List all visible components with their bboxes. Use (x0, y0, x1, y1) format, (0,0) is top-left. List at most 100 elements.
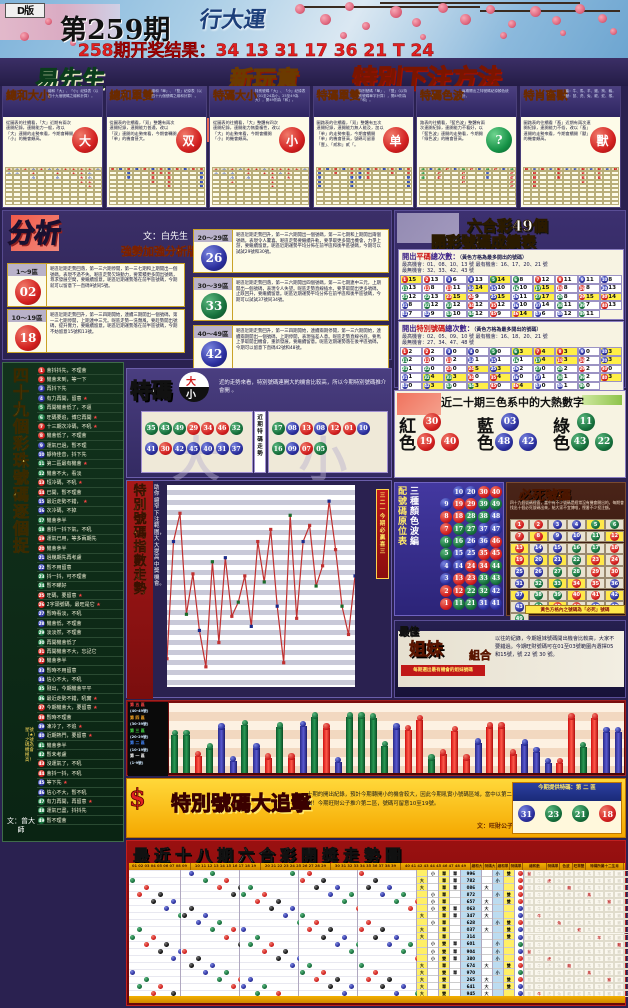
tema-ball[interactable]: 49 (172, 421, 186, 435)
number-stat-cell[interactable]: 16 1 (511, 355, 534, 365)
pei-ball[interactable]: 27 (465, 523, 478, 536)
bar[interactable] (591, 713, 599, 773)
number-stat-cell[interactable]: 11 2 (400, 355, 423, 365)
bead-row[interactable]: 32 機會參半 (37, 657, 123, 666)
bead-row[interactable]: 42 暫未考慮 (37, 750, 123, 760)
number-stat-cell[interactable]: 2 13 (422, 275, 445, 284)
kill-number-cell[interactable]: 19 (510, 554, 529, 566)
pei-ball[interactable]: 21 (465, 597, 478, 610)
number-stat-cell[interactable]: 19 2 (577, 355, 600, 365)
number-stat-cell[interactable]: 32 4 (422, 373, 445, 382)
tema-ball[interactable]: 10 (356, 421, 370, 435)
hot-number-ball[interactable]: 48 (495, 433, 513, 451)
betting-card[interactable]: 特碼單雙 特別號碼「單」、「雙」（以特別號碼單字計算），開49則為「和」。 圖路表的… (312, 86, 414, 208)
kill-number-cell[interactable]: 3 (548, 519, 567, 531)
bead-row[interactable]: 28 機會低，不理會 (37, 619, 123, 629)
chase-ball[interactable]: 21 (572, 805, 589, 822)
kill-number-cell[interactable]: 39 (548, 589, 567, 602)
bead-row[interactable]: 15 最近走勢不錯， ★ (37, 497, 123, 507)
bar[interactable] (498, 722, 505, 773)
pei-ball[interactable]: 35 (477, 547, 490, 560)
number-stat-cell[interactable]: 32 12 (422, 301, 445, 310)
kill-number-cell[interactable]: 7 (510, 530, 529, 543)
number-stat-cell[interactable]: 15 10 (488, 283, 511, 293)
number-stat-cell[interactable]: 4 13 (466, 275, 489, 284)
pei-ball[interactable]: 23 (465, 572, 478, 585)
number-stat-cell[interactable]: 42 3 (422, 381, 445, 391)
tema-ball[interactable]: 31 (215, 442, 229, 455)
number-stat-cell[interactable]: 49 0 (577, 381, 600, 391)
kill-number-cell[interactable]: 31 (510, 577, 529, 590)
bar[interactable] (568, 713, 575, 773)
number-stat-cell[interactable]: 48 1 (555, 381, 578, 391)
tema-ball[interactable]: 45 (187, 442, 201, 455)
bar[interactable] (183, 729, 190, 773)
number-stat-cell[interactable]: 8 11 (555, 275, 578, 284)
pei-ball[interactable]: 47 (490, 523, 502, 536)
number-stat-cell[interactable]: 38 1 (555, 373, 578, 382)
number-stat-cell[interactable]: 43 0 (444, 381, 467, 391)
bar[interactable] (229, 755, 237, 773)
number-stat-cell[interactable]: 35 4 (488, 373, 511, 382)
bar[interactable] (206, 743, 214, 773)
kill-number-cell[interactable]: 30 (605, 566, 624, 578)
betting-card[interactable]: 特碼色波 每期開出之特號碼紀錄顏色統計。 路表的往續看，「藍色波」整體有兩次連開紀錄… (416, 86, 517, 208)
kill-number-cell[interactable]: 40 (567, 589, 586, 602)
kill-number-cell[interactable]: 18 (605, 542, 624, 554)
number-stat-cell[interactable]: 17 4 (533, 355, 556, 365)
tema-ball[interactable]: 32 (229, 421, 243, 435)
number-stat-cell[interactable]: 39 2 (577, 373, 600, 382)
tema-ball[interactable]: 17 (271, 421, 285, 435)
pei-ball[interactable]: 10 (452, 486, 465, 498)
kill-number-cell[interactable]: 29 (586, 566, 605, 578)
number-stat-cell[interactable]: 30 0 (599, 364, 622, 374)
kill-number-cell[interactable]: 12 (605, 530, 624, 543)
chase-ball[interactable]: 18 (599, 805, 616, 822)
kill-number-cell[interactable]: 15 (548, 542, 567, 554)
pei-ball[interactable]: 11 (452, 597, 465, 610)
number-stat-cell[interactable]: 5 14 (488, 275, 511, 284)
kill-number-cell[interactable]: 14 (529, 542, 548, 554)
bead-row[interactable]: 36 最近走勢不錯，吼實 ★ (37, 694, 123, 704)
zone-row[interactable]: 40～49區 42 呢區近期走勢回升，第一三四期開始，連續兩期停開，第一三六期開始，… (193, 325, 389, 369)
bead-row[interactable]: 43 沒運氣了，不吼 (37, 760, 123, 770)
bead-row[interactable]: 22 暫不用留意 (37, 563, 123, 573)
tema-ball[interactable]: 40 (201, 442, 215, 455)
bead-row[interactable]: 47 有力再開，再留意 ★ (37, 797, 123, 807)
bead-row[interactable]: 26 2字頭號碼，最旺是它 ★ (37, 600, 123, 610)
tema-ball[interactable]: 29 (187, 421, 201, 435)
number-stat-cell[interactable]: 39 7 (577, 301, 600, 310)
kill-number-cell[interactable]: 35 (586, 577, 605, 590)
bead-row[interactable]: 4 有力再開，留意 ★ (37, 394, 123, 404)
hot-number-ball[interactable]: 43 (571, 433, 589, 451)
number-stat-cell[interactable]: 36 0 (511, 373, 534, 382)
betting-card[interactable]: 特碼大小 特別號碼「大」、「小」紀錄表（01至24為小，25至49為大），開49則… (209, 86, 310, 208)
tema-ball[interactable]: 46 (215, 421, 229, 435)
kill-number-cell[interactable]: 2 (529, 519, 548, 531)
hot-number-ball[interactable]: 22 (595, 433, 613, 451)
pei-ball[interactable]: 17 (452, 523, 465, 536)
number-stat-cell[interactable]: 27 0 (533, 364, 556, 374)
number-stat-cell[interactable]: 47 6 (533, 309, 556, 319)
number-stat-cell[interactable]: 13 11 (444, 283, 467, 293)
pei-ball[interactable]: 37 (477, 523, 490, 536)
number-stat-cell[interactable]: 43 10 (444, 309, 467, 319)
bar[interactable] (614, 727, 622, 773)
pei-ball[interactable]: 36 (477, 535, 490, 548)
pei-ball[interactable]: 31 (477, 597, 490, 610)
bead-row[interactable]: 13 短冷碼，不吼 ★ (37, 479, 123, 488)
bead-row[interactable]: 23 抖一抖，可不理會 (37, 572, 123, 582)
tema-ball[interactable]: 42 (172, 442, 186, 455)
number-stat-cell[interactable]: 11 13 (400, 283, 423, 293)
bead-row[interactable]: 39 凍冷了，不追 ★ (37, 722, 123, 732)
tema-ball[interactable]: 16 (271, 442, 285, 455)
bar[interactable] (393, 723, 400, 773)
number-stat-cell[interactable]: 44 3 (466, 381, 489, 391)
